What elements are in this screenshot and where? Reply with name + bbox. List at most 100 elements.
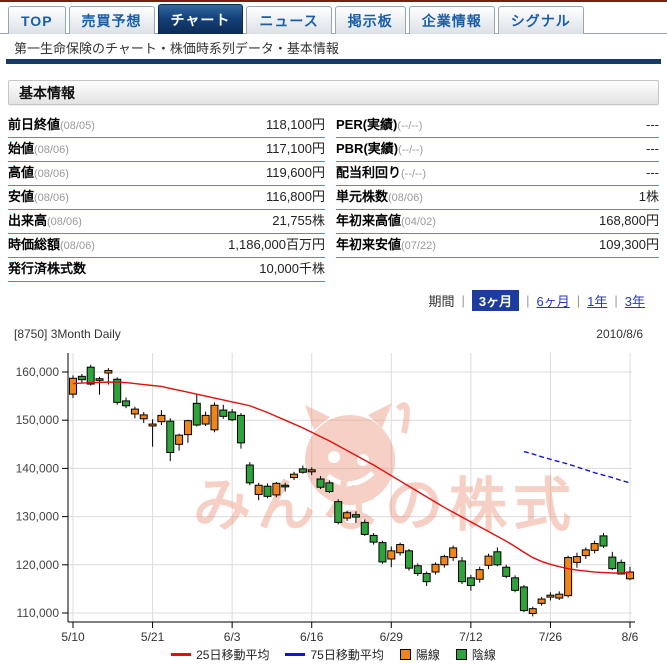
tab-TOP[interactable]: TOP: [8, 6, 66, 34]
legend-square-swatch: [455, 649, 467, 660]
period-separator: |: [461, 293, 465, 308]
row-label: 発行済株式数: [8, 261, 87, 276]
basic-info-table-right: PER(実績)(--/--) --- PBR(実績)(--/--) --- 配当利回り(…: [336, 114, 659, 258]
row-date: (08/06): [34, 192, 69, 204]
row-label: 時価総額(08/06): [8, 237, 95, 252]
basic-info-table-left: 前日終値(08/05) 118,100円始値(08/06) 117,100円高値(0…: [8, 114, 325, 282]
table-row: 単元株数(08/06) 1株: [336, 186, 659, 210]
tab-掲示板[interactable]: 掲示板: [334, 6, 406, 34]
legend-label: 陽線: [415, 648, 440, 662]
legend-label: 75日移動平均: [310, 648, 384, 662]
svg-text:120,000: 120,000: [16, 558, 60, 572]
table-row: PBR(実績)(--/--) ---: [336, 138, 659, 162]
row-label: PER(実績)(--/--): [336, 117, 423, 132]
table-row: 始値(08/06) 117,100円: [8, 138, 325, 162]
candlestick-chart: みんなの株式 160,000 150,000 140,000 130,000 120,00…: [16, 353, 639, 644]
period-separator: |: [614, 293, 618, 308]
legend-line-swatch: [171, 653, 192, 656]
svg-text:6/3: 6/3: [224, 630, 241, 644]
row-label: 出来高(08/06): [8, 213, 82, 228]
row-value: 1株: [638, 189, 659, 204]
row-label: 年初来安値(07/22): [336, 237, 436, 252]
row-value: 21,755株: [272, 213, 325, 228]
tab-売買予想[interactable]: 売買予想: [68, 6, 155, 34]
table-row: 発行済株式数 10,000千株: [8, 258, 325, 282]
svg-text:160,000: 160,000: [16, 365, 60, 379]
row-label: PBR(実績)(--/--): [336, 141, 424, 156]
row-date: (08/06): [60, 240, 95, 252]
row-date: (--/--): [401, 168, 427, 180]
period-option-1年[interactable]: 1年: [587, 294, 608, 309]
row-value: ---: [646, 141, 659, 156]
row-value: ---: [646, 165, 659, 180]
table-row: 前日終値(08/05) 118,100円: [8, 114, 325, 138]
svg-text:130,000: 130,000: [16, 510, 60, 524]
row-label: 年初来高値(04/02): [336, 213, 436, 228]
svg-text:5/21: 5/21: [141, 630, 165, 644]
legend-item: 陰線: [455, 646, 496, 663]
table-row: 年初来高値(04/02) 168,800円: [336, 210, 659, 234]
legend-item: 陽線: [399, 646, 440, 663]
tab-シグナル[interactable]: シグナル: [497, 6, 584, 34]
legend-square-swatch: [399, 649, 411, 660]
breadcrumb: 第一生命保険のチャート・株価時系列データ・基本情報: [14, 41, 339, 56]
legend-label: 陰線: [471, 648, 496, 662]
row-label: 前日終値(08/05): [8, 117, 95, 132]
row-value: 118,100円: [265, 117, 325, 132]
legend-item: 25日移動平均: [171, 646, 269, 663]
tab-ニュース[interactable]: ニュース: [246, 6, 332, 34]
row-value: 109,300円: [599, 237, 659, 252]
row-label: 単元株数(08/06): [336, 189, 423, 204]
svg-text:5/10: 5/10: [61, 630, 85, 644]
svg-text:140,000: 140,000: [16, 461, 60, 475]
row-date: (08/06): [34, 144, 69, 156]
period-selector: 期間 | 3ヶ月 | 6ヶ月 | 1年 | 3年: [428, 290, 645, 311]
legend-item: 75日移動平均: [285, 646, 384, 663]
table-row: PER(実績)(--/--) ---: [336, 114, 659, 138]
row-label: 安値(08/06): [8, 189, 69, 204]
table-row: 出来高(08/06) 21,755株: [8, 210, 325, 234]
chart-title: [8750] 3Month Daily: [14, 327, 121, 341]
period-label: 期間: [428, 294, 455, 309]
row-value: 119,600円: [265, 165, 325, 180]
tab-チャート[interactable]: チャート: [157, 4, 244, 34]
svg-text:6/16: 6/16: [300, 630, 324, 644]
row-value: 10,000千株: [259, 261, 325, 276]
chart-legend: 25日移動平均 75日移動平均 陽線 陰線: [0, 646, 667, 663]
chart-date: 2010/8/6: [596, 327, 643, 341]
svg-text:8/6: 8/6: [622, 630, 639, 644]
period-option-3年[interactable]: 3年: [624, 294, 645, 309]
tab-企業情報[interactable]: 企業情報: [408, 6, 495, 34]
row-label: 配当利回り(--/--): [336, 165, 427, 180]
tab-bar: TOP 売買予想 チャート ニュース 掲示板 企業情報 シグナル: [8, 4, 584, 34]
svg-text:150,000: 150,000: [16, 413, 60, 427]
row-label: 始値(08/06): [8, 141, 69, 156]
row-date: (08/05): [60, 120, 95, 132]
svg-text:みんなの株式: みんなの株式: [193, 473, 577, 538]
table-row: 時価総額(08/06) 1,186,000百万円: [8, 234, 325, 258]
row-value: ---: [646, 117, 659, 132]
period-separator: |: [526, 293, 530, 308]
row-date: (08/06): [388, 192, 423, 204]
table-row: 配当利回り(--/--) ---: [336, 162, 659, 186]
row-value: 168,800円: [599, 213, 659, 228]
table-row: 高値(08/06) 119,600円: [8, 162, 325, 186]
watermark: みんなの株式: [193, 402, 577, 538]
row-date: (08/06): [47, 216, 82, 228]
row-date: (08/06): [34, 168, 69, 180]
period-option-6ヶ月[interactable]: 6ヶ月: [536, 294, 570, 309]
row-date: (--/--): [398, 144, 424, 156]
row-date: (--/--): [397, 120, 423, 132]
header-divider-bar: [6, 59, 661, 64]
svg-text:7/12: 7/12: [459, 630, 483, 644]
svg-text:6/29: 6/29: [380, 630, 404, 644]
row-value: 116,800円: [265, 189, 325, 204]
row-value: 117,100円: [265, 141, 325, 156]
legend-line-swatch: [285, 653, 306, 656]
period-option-3ヶ月[interactable]: 3ヶ月: [471, 290, 520, 311]
svg-text:7/26: 7/26: [539, 630, 563, 644]
svg-text:110,000: 110,000: [17, 606, 60, 620]
table-row: 安値(08/06) 116,800円: [8, 186, 325, 210]
row-date: (07/22): [401, 240, 436, 252]
row-label: 高値(08/06): [8, 165, 69, 180]
